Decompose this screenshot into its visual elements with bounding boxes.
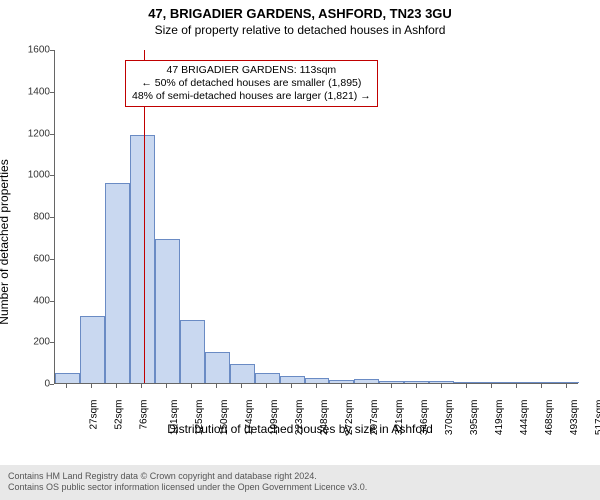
- x-tick-mark: [366, 384, 367, 388]
- x-tick-mark: [291, 384, 292, 388]
- y-tick-label: 800: [0, 212, 50, 223]
- histogram-bar: [454, 382, 479, 383]
- x-tick-mark: [416, 384, 417, 388]
- histogram-bar: [80, 316, 105, 383]
- histogram-bar: [379, 381, 404, 384]
- x-tick-mark: [266, 384, 267, 388]
- chart-area: Number of detached properties 0200400600…: [0, 44, 600, 440]
- y-tick-label: 1400: [0, 86, 50, 97]
- x-tick-mark: [566, 384, 567, 388]
- histogram-bar: [479, 382, 504, 383]
- annotation-line: ← 50% of detached houses are smaller (1,…: [132, 77, 371, 90]
- x-tick-mark: [491, 384, 492, 388]
- x-tick-mark: [216, 384, 217, 388]
- x-axis-label: Distribution of detached houses by size …: [0, 422, 600, 436]
- x-tick-mark: [441, 384, 442, 388]
- footer-line-2: Contains OS public sector information li…: [8, 482, 592, 494]
- x-tick-mark: [391, 384, 392, 388]
- histogram-bar: [155, 239, 180, 383]
- y-tick-label: 1200: [0, 128, 50, 139]
- x-tick-mark: [116, 384, 117, 388]
- histogram-bar: [329, 380, 354, 383]
- x-tick-mark: [91, 384, 92, 388]
- y-tick-label: 1600: [0, 45, 50, 56]
- footer-line-1: Contains HM Land Registry data © Crown c…: [8, 471, 592, 483]
- plot-region: 47 BRIGADIER GARDENS: 113sqm← 50% of det…: [54, 50, 578, 384]
- histogram-bar: [205, 352, 230, 383]
- x-tick-mark: [516, 384, 517, 388]
- x-tick-mark: [66, 384, 67, 388]
- x-tick-mark: [191, 384, 192, 388]
- annotation-line: 48% of semi-detached houses are larger (…: [132, 90, 371, 103]
- y-tick-label: 600: [0, 253, 50, 264]
- histogram-bar: [180, 320, 205, 383]
- chart-title: 47, BRIGADIER GARDENS, ASHFORD, TN23 3GU: [0, 0, 600, 21]
- x-tick-mark: [316, 384, 317, 388]
- histogram-bar: [55, 373, 80, 383]
- annotation-box: 47 BRIGADIER GARDENS: 113sqm← 50% of det…: [125, 60, 378, 107]
- histogram-bar: [130, 135, 155, 383]
- x-tick-mark: [141, 384, 142, 388]
- histogram-bar: [280, 376, 305, 383]
- histogram-bar: [105, 183, 130, 383]
- histogram-bar: [529, 382, 554, 383]
- histogram-bar: [230, 364, 255, 383]
- annotation-line: 47 BRIGADIER GARDENS: 113sqm: [132, 64, 371, 77]
- histogram-bar: [354, 379, 379, 383]
- y-tick-label: 400: [0, 295, 50, 306]
- y-tick-label: 200: [0, 337, 50, 348]
- x-tick-mark: [466, 384, 467, 388]
- x-tick-mark: [541, 384, 542, 388]
- histogram-bar: [305, 378, 330, 383]
- histogram-bar: [404, 381, 429, 383]
- y-tick-mark: [50, 384, 54, 385]
- y-tick-label: 1000: [0, 170, 50, 181]
- chart-subtitle: Size of property relative to detached ho…: [0, 21, 600, 37]
- histogram-bar: [554, 382, 579, 383]
- histogram-bar: [429, 381, 454, 383]
- x-tick-mark: [166, 384, 167, 388]
- x-tick-mark: [241, 384, 242, 388]
- histogram-bar: [255, 373, 280, 383]
- attribution-footer: Contains HM Land Registry data © Crown c…: [0, 465, 600, 500]
- histogram-bar: [504, 382, 529, 383]
- x-tick-mark: [341, 384, 342, 388]
- y-tick-label: 0: [0, 379, 50, 390]
